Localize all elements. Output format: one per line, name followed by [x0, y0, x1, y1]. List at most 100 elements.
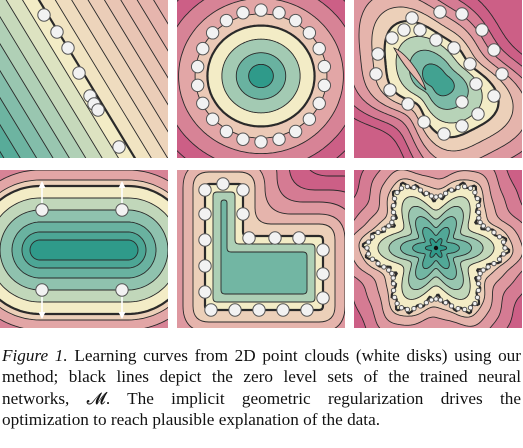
- point-disk: [417, 303, 424, 309]
- panel-l-shape: [177, 170, 345, 328]
- point-disk: [391, 195, 398, 202]
- point-disk: [198, 259, 212, 273]
- panel-circle: [177, 0, 345, 158]
- point-disk: [381, 226, 387, 232]
- point-disk: [50, 25, 64, 39]
- point-disk: [268, 231, 282, 245]
- point-disk: [491, 260, 497, 267]
- point-disk: [369, 234, 376, 240]
- level-curve: [0, 123, 21, 158]
- point-disk: [461, 183, 468, 190]
- point-disk: [437, 297, 444, 303]
- point-disk: [469, 77, 483, 91]
- point-disk: [391, 294, 398, 301]
- point-disk: [91, 103, 105, 117]
- figure-label: Figure 1.: [2, 346, 68, 365]
- point-disk: [61, 41, 75, 55]
- point-disk: [216, 177, 230, 191]
- point-disk: [411, 184, 417, 191]
- point-disk: [405, 11, 419, 25]
- point-disk: [398, 185, 405, 191]
- point-disk: [219, 13, 234, 28]
- point-disk: [196, 96, 210, 111]
- point-disk: [236, 132, 250, 146]
- point-disk: [480, 267, 487, 273]
- point-disk: [385, 223, 392, 229]
- point-disk: [428, 193, 435, 199]
- point-disk: [236, 183, 250, 197]
- point-disk: [365, 239, 372, 245]
- point-disk: [115, 283, 129, 297]
- point-disk: [461, 306, 468, 313]
- point-disk: [394, 300, 400, 307]
- level-curve: [393, 47, 427, 91]
- point-disk: [317, 59, 332, 74]
- point-disk: [292, 231, 306, 245]
- point-disk: [467, 305, 474, 311]
- point-disk: [433, 5, 447, 19]
- point-disk: [254, 135, 268, 149]
- level-curve: [29, 239, 139, 261]
- point-disk: [312, 96, 326, 111]
- point-disk: [487, 89, 501, 103]
- point-disk: [404, 306, 411, 313]
- point-disk: [474, 195, 481, 202]
- point-disk: [252, 303, 266, 317]
- point-disk: [312, 41, 326, 56]
- point-disk: [383, 83, 397, 97]
- point-disk: [475, 280, 482, 287]
- level-curve: [220, 199, 308, 295]
- normal-arrow-head: [38, 181, 46, 188]
- point-disk: [442, 190, 449, 197]
- point-disk: [448, 187, 455, 193]
- point-disk: [288, 13, 303, 28]
- point-disk: [316, 291, 330, 305]
- point-disk: [477, 270, 483, 277]
- point-disk: [477, 219, 483, 226]
- point-disk: [475, 287, 482, 294]
- point-disk: [423, 190, 430, 197]
- point-disk: [272, 132, 286, 146]
- point-disk: [385, 267, 392, 273]
- point-disk: [413, 23, 427, 37]
- point-disk: [35, 283, 49, 297]
- level-curve: [422, 63, 455, 97]
- point-disk: [437, 193, 444, 199]
- point-disk: [198, 233, 212, 247]
- point-disk: [390, 275, 396, 281]
- point-disk: [198, 207, 212, 221]
- point-disk: [496, 234, 503, 240]
- point-disk: [236, 6, 250, 20]
- point-disk: [500, 251, 507, 257]
- point-disk: [389, 219, 395, 226]
- point-disk: [37, 8, 51, 22]
- point-disk: [276, 303, 290, 317]
- panel-capsule-with-normals: [0, 170, 168, 328]
- point-disk: [198, 183, 212, 197]
- point-disk: [204, 303, 218, 317]
- point-disk: [316, 267, 330, 281]
- point-disk: [495, 67, 509, 81]
- point-disk: [300, 303, 314, 317]
- point-disk: [398, 305, 405, 311]
- point-disk: [389, 270, 395, 277]
- point-disk: [302, 112, 317, 126]
- point-disk: [198, 285, 212, 299]
- point-disk: [455, 305, 461, 312]
- point-disk: [219, 124, 234, 139]
- point-disk: [429, 33, 443, 47]
- point-disk: [496, 256, 503, 262]
- normal-arrow-head: [38, 312, 46, 319]
- point-disk: [502, 245, 508, 251]
- point-disk: [472, 189, 478, 196]
- point-disk: [455, 184, 461, 191]
- point-disk: [288, 124, 303, 139]
- point-disk: [369, 256, 376, 262]
- point-disk: [375, 260, 381, 267]
- point-disk: [364, 245, 370, 251]
- point-disk: [448, 303, 455, 309]
- point-disk: [390, 280, 397, 287]
- figure: [0, 0, 522, 328]
- point-disk: [205, 26, 220, 40]
- point-disk: [390, 202, 397, 209]
